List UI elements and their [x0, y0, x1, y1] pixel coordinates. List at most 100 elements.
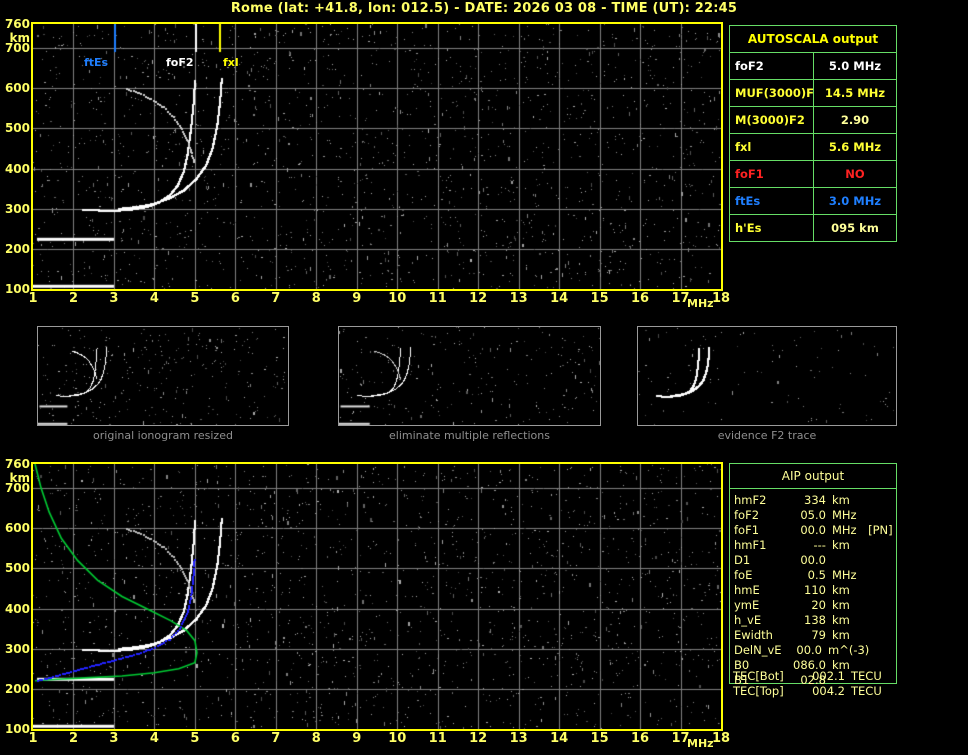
autoscala-output-table: AUTOSCALA output foF2 5.0 MHz MUF(3000)F2 1…: [729, 25, 897, 242]
x-axis-unit: MHz: [687, 737, 714, 750]
aip-value: ---: [813, 538, 826, 552]
x-tick-label: 12: [469, 731, 488, 746]
x-tick-label: 9: [352, 291, 362, 306]
x-tick-label: 12: [469, 291, 488, 306]
aip-extra: [869, 643, 896, 658]
autoscala-row: MUF(3000)F2 14.5 MHz: [730, 80, 896, 107]
y-tick-label: 400: [4, 601, 30, 616]
aip-row: hmF1 --- km: [734, 538, 896, 553]
autoscala-value: 5.6 MHz: [828, 140, 882, 154]
x-tick-label: 5: [190, 291, 200, 306]
y-tick-label: 100: [4, 282, 30, 296]
profile-ionogram-panel[interactable]: 760 700 600 500 400 300 200 100 km: [0, 458, 725, 736]
thumbnail-caption-1: eliminate multiple reflections: [389, 429, 550, 442]
aip-row: foE 0.5 MHz: [734, 568, 896, 583]
y-tick-label: 500: [4, 121, 30, 136]
aip-extra: [895, 684, 929, 699]
aip-row: hmF2 334 km: [734, 493, 896, 508]
x-tick-label: 16: [631, 291, 650, 306]
main-ionogram-plot[interactable]: [31, 22, 723, 291]
aip-value: 79: [811, 628, 826, 642]
x-tick-label: 10: [388, 291, 407, 306]
y-axis-labels-bottom: 760 700 600 500 400 300 200 100 km: [0, 458, 30, 736]
main-ionogram-panel[interactable]: 760 700 600 500 400 300 200 100 km ftEs foF2 fxl: [0, 17, 725, 296]
x-tick-label: 7: [271, 291, 281, 306]
aip-extra: [868, 598, 896, 613]
autoscala-key: fxl: [730, 134, 814, 160]
aip-key: Ewidth: [734, 628, 773, 642]
x-tick-label: 6: [230, 731, 240, 746]
x-tick-label: 11: [428, 291, 447, 306]
aip-row: ymE 20 km: [734, 598, 896, 613]
x-tick-label: 15: [590, 291, 609, 306]
y-axis-unit: km: [9, 471, 30, 485]
thumbnail-evidence-f2-trace[interactable]: [637, 326, 897, 426]
aip-row: B1 02.8: [734, 673, 896, 688]
ionogram-canvas-main: [33, 24, 721, 289]
ionogram-canvas-bottom: [33, 464, 721, 729]
x-tick-label: 2: [68, 291, 78, 306]
aip-value: 086.0: [793, 658, 826, 672]
aip-row: foF1 00.0 MHz [PN]: [734, 523, 896, 538]
autoscala-row: M(3000)F2 2.90: [730, 107, 896, 134]
x-tick-label: 17: [671, 731, 690, 746]
aip-extra: [868, 568, 896, 583]
autoscala-row: fxl 5.6 MHz: [730, 134, 896, 161]
autoscala-row: foF1 NO: [730, 161, 896, 188]
aip-key: TEC[Top]: [733, 684, 784, 698]
aip-unit: km: [831, 628, 850, 642]
aip-key: hmE: [734, 583, 760, 597]
x-tick-label: 2: [68, 731, 78, 746]
page-title: Rome (lat: +41.8, lon: 012.5) - DATE: 20…: [230, 1, 738, 16]
autoscala-key: foF1: [730, 161, 814, 187]
aip-value: 138: [804, 613, 826, 627]
thumbnail-original-ionogram[interactable]: [37, 326, 289, 426]
aip-unit: MHz: [831, 568, 857, 582]
autoscala-rows: foF2 5.0 MHz MUF(3000)F2 14.5 MHz M(3000)F2 2…: [730, 53, 896, 241]
x-tick-label: 3: [109, 291, 119, 306]
autoscala-row: ftEs 3.0 MHz: [730, 188, 896, 215]
y-axis-labels-main: 760 700 600 500 400 300 200 100 km: [0, 17, 30, 296]
aip-extra: [868, 508, 896, 523]
aip-value: 00.0: [800, 523, 826, 537]
autoscala-key: M(3000)F2: [730, 107, 814, 133]
autoscala-value: 14.5 MHz: [824, 86, 886, 100]
y-tick-label: 500: [4, 561, 30, 576]
autoscala-value: 095 km: [831, 221, 879, 235]
aip-key: foF1: [734, 523, 760, 537]
autoscala-value: 3.0 MHz: [828, 194, 882, 208]
x-tick-label: 14: [550, 731, 569, 746]
thumbnail-caption-2: evidence F2 trace: [717, 429, 817, 442]
aip-key: hmF2: [734, 493, 767, 507]
aip-value: 20: [811, 598, 826, 612]
aip-unit: TECU: [851, 669, 882, 683]
x-tick-label: 9: [352, 731, 362, 746]
aip-unit: km: [831, 613, 850, 627]
aip-unit: km: [831, 538, 850, 552]
aip-value: 110: [804, 583, 826, 597]
autoscala-row: h'Es 095 km: [730, 215, 896, 241]
y-tick-label: 760: [4, 17, 30, 31]
autoscala-title: AUTOSCALA output: [730, 26, 896, 53]
y-tick-label: 100: [4, 722, 30, 736]
x-tick-label: 15: [590, 731, 609, 746]
aip-row: hmE 110 km: [734, 583, 896, 598]
aip-extra: [868, 553, 896, 568]
y-tick-label: 700: [4, 481, 30, 496]
aip-value: 02.8: [800, 673, 826, 687]
x-tick-label: 14: [550, 291, 569, 306]
aip-key: TEC[Bot]: [733, 669, 784, 683]
autoscala-row: foF2 5.0 MHz: [730, 53, 896, 80]
y-tick-label: 700: [4, 41, 30, 56]
aip-key: hmF1: [734, 538, 767, 552]
aip-row: foF2 05.0 MHz: [734, 508, 896, 523]
aip-row: Ewidth 79 km: [734, 628, 896, 643]
profile-ionogram-plot[interactable]: [31, 462, 723, 731]
aip-key: B1: [734, 673, 750, 687]
aip-extra: [868, 628, 896, 643]
x-tick-label: 8: [311, 291, 321, 306]
x-tick-label: 13: [509, 731, 528, 746]
aip-key: h_vE: [734, 613, 762, 627]
autoscala-key: foF2: [730, 53, 814, 79]
thumbnail-eliminate-multiple-reflections[interactable]: [338, 326, 601, 426]
